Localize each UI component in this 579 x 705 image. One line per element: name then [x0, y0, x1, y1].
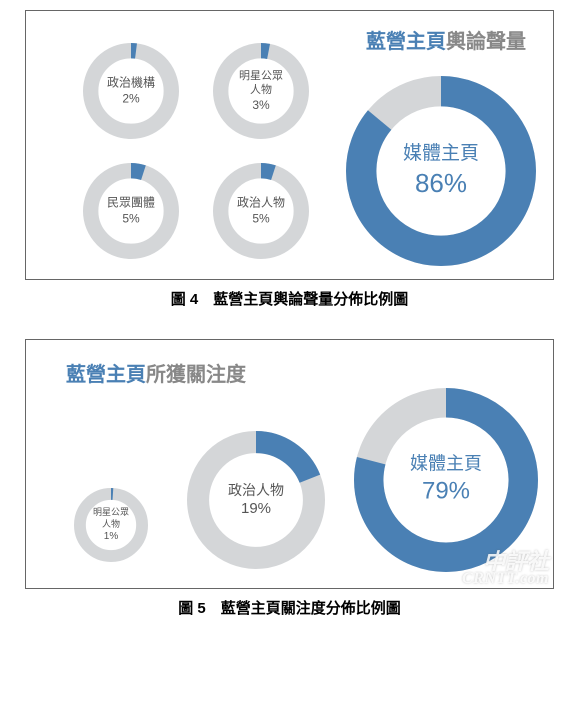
chart-title-grey: 輿論聲量	[446, 31, 526, 53]
donut-percent: 86%	[403, 166, 479, 200]
donut-percent: 79%	[410, 476, 482, 507]
chart-title-blue: 藍營主頁	[66, 364, 146, 386]
page-root: 藍營主頁輿論聲量政治機構2%明星公眾人物3%民眾團體5%政治人物5%媒體主頁86…	[0, 0, 579, 658]
donut-percent: 19%	[228, 499, 284, 519]
donut-name: 民眾團體	[107, 195, 155, 211]
donut-3: 政治人物5%	[213, 163, 309, 259]
donut-percent: 5%	[237, 211, 285, 227]
donut-name: 政治人物	[237, 195, 285, 211]
donut-label: 政治人物19%	[228, 481, 284, 519]
figure4-caption: 圖 4 藍營主頁輿論聲量分佈比例圖	[25, 288, 554, 309]
donut-label: 政治機構2%	[107, 75, 155, 106]
donut-label: 民眾團體5%	[107, 195, 155, 226]
chart-title-grey: 所獲關注度	[146, 364, 246, 386]
donut-percent: 2%	[107, 91, 155, 107]
chart-title: 藍營主頁所獲關注度	[66, 362, 246, 388]
donut-0: 明星公眾人物1%	[74, 488, 148, 562]
donut-label: 政治人物5%	[237, 195, 285, 226]
donut-name: 明星公眾人物	[237, 69, 285, 98]
donut-label: 明星公眾人物1%	[93, 507, 130, 543]
donut-name: 政治人物	[228, 481, 284, 499]
donut-1: 政治人物19%	[187, 431, 325, 569]
figure5-card: 藍營主頁所獲關注度明星公眾人物1%政治人物19%媒體主頁79%中評社CRNTT.…	[25, 339, 554, 589]
donut-label: 明星公眾人物3%	[237, 69, 285, 113]
donut-name: 媒體主頁	[403, 142, 479, 167]
chart-title: 藍營主頁輿論聲量	[366, 29, 526, 55]
figure4-card: 藍營主頁輿論聲量政治機構2%明星公眾人物3%民眾團體5%政治人物5%媒體主頁86…	[25, 10, 554, 280]
donut-name: 政治機構	[107, 75, 155, 91]
chart-title-blue: 藍營主頁	[366, 31, 446, 53]
donut-4: 媒體主頁86%	[346, 76, 536, 266]
donut-2: 民眾團體5%	[83, 163, 179, 259]
donut-name: 媒體主頁	[410, 453, 482, 476]
donut-label: 媒體主頁86%	[403, 142, 479, 200]
donut-name: 明星公眾人物	[93, 507, 130, 530]
watermark-line2: CRNTT.com	[462, 572, 549, 586]
donut-percent: 3%	[237, 98, 285, 114]
figure5-caption: 圖 5 藍營主頁關注度分佈比例圖	[25, 597, 554, 618]
donut-label: 媒體主頁79%	[410, 453, 482, 508]
donut-0: 政治機構2%	[83, 43, 179, 139]
donut-percent: 1%	[93, 530, 130, 543]
donut-1: 明星公眾人物3%	[213, 43, 309, 139]
donut-percent: 5%	[107, 211, 155, 227]
donut-2: 媒體主頁79%	[354, 388, 538, 572]
